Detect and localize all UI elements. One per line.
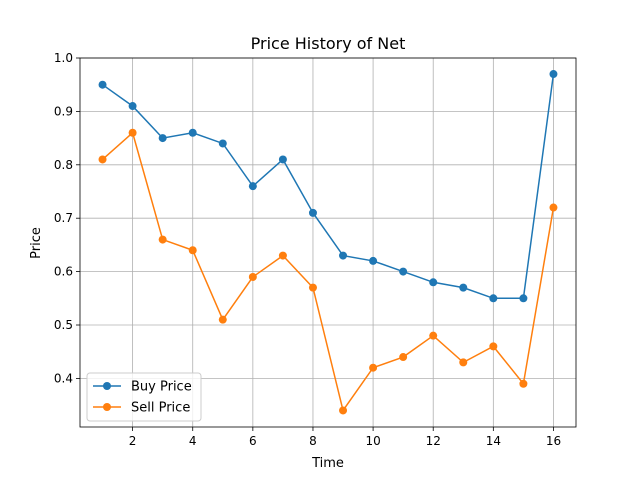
data-point	[98, 80, 107, 89]
y-tick-label: 0.7	[54, 211, 73, 225]
data-point	[308, 208, 317, 217]
data-point	[98, 155, 107, 164]
data-point	[399, 267, 408, 276]
data-point	[429, 278, 438, 287]
x-tick-label: 10	[365, 434, 380, 448]
data-point	[218, 139, 227, 148]
legend-label: Buy Price	[131, 380, 192, 395]
data-point	[489, 342, 498, 351]
x-tick-label: 16	[546, 434, 561, 448]
legend-item: Sell Price	[93, 401, 190, 416]
legend-swatch-marker	[103, 382, 111, 390]
data-point	[549, 203, 558, 212]
data-point	[339, 406, 348, 415]
data-point	[188, 128, 197, 137]
plot-frame	[79, 57, 577, 428]
data-point	[128, 128, 137, 137]
x-tick-label: 4	[189, 434, 197, 448]
y-tick-label: 0.9	[54, 104, 73, 118]
y-tick-label: 0.6	[54, 265, 73, 279]
data-point	[278, 155, 287, 164]
legend-box	[86, 372, 202, 422]
data-point	[158, 235, 167, 244]
series-layer	[98, 70, 558, 415]
legend-label: Sell Price	[131, 401, 190, 416]
data-point	[519, 294, 528, 303]
y-tick-label: 1.0	[54, 51, 73, 65]
x-axis-label: Time	[311, 456, 344, 471]
x-tick-label: 14	[486, 434, 501, 448]
data-point	[158, 134, 167, 143]
data-point	[399, 353, 408, 362]
legend: Buy Price Sell Price	[86, 372, 202, 422]
series-buy-price	[98, 70, 558, 303]
data-point	[519, 379, 528, 388]
data-point	[549, 70, 558, 79]
x-tick-label: 2	[129, 434, 137, 448]
y-tick-label: 0.8	[54, 158, 73, 172]
legend-swatch-marker	[103, 403, 111, 411]
x-tick-label: 8	[309, 434, 317, 448]
series-line	[102, 73, 555, 300]
data-point	[459, 283, 468, 292]
data-point	[248, 272, 257, 281]
data-point	[459, 358, 468, 367]
grid-lines	[80, 57, 576, 427]
y-tick-label: 0.4	[54, 371, 73, 385]
data-point	[218, 315, 227, 324]
series-line	[102, 131, 555, 413]
chart-title: Price History of Net	[251, 34, 406, 53]
x-tick-label: 12	[426, 434, 441, 448]
data-point	[248, 182, 257, 191]
x-tick-label: 6	[249, 434, 257, 448]
y-axis-label: Price	[29, 227, 44, 259]
data-point	[308, 283, 317, 292]
data-point	[128, 102, 137, 111]
data-point	[278, 251, 287, 260]
axis-ticks: 2 4 6 8 10 12 14 16 0.4 0.5 0.6 0.7 0.8 0.9 1.0	[54, 51, 561, 448]
data-point	[369, 256, 378, 265]
series-sell-price	[98, 128, 558, 415]
data-point	[339, 251, 348, 260]
data-point	[429, 331, 438, 340]
data-point	[369, 363, 378, 372]
y-tick-label: 0.5	[54, 318, 73, 332]
data-point	[188, 246, 197, 255]
legend-item: Buy Price	[93, 380, 192, 395]
data-point	[489, 294, 498, 303]
